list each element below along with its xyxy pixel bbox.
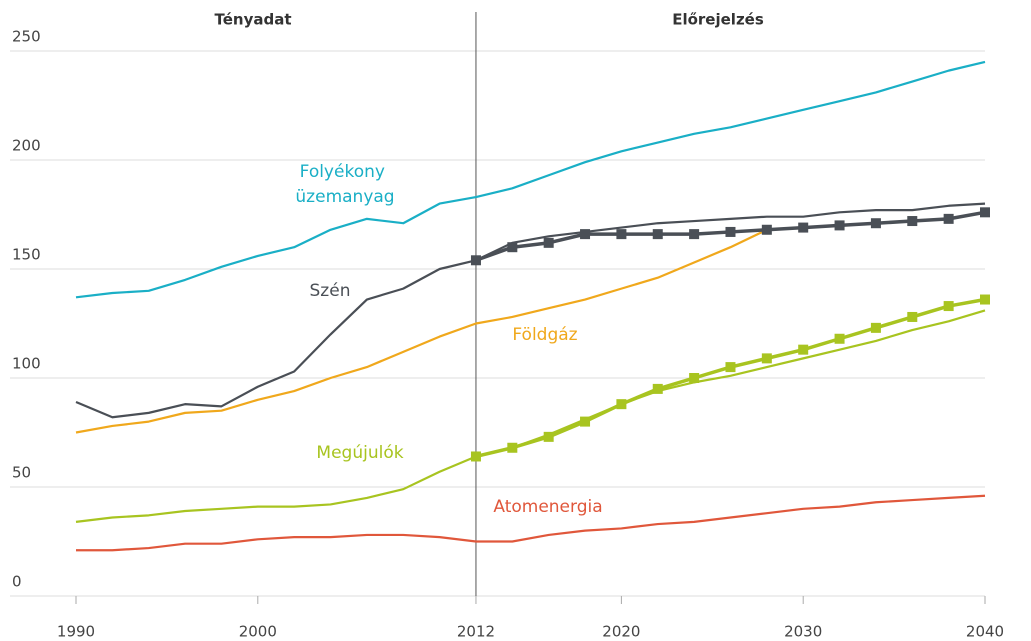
header: Előrejelzés [672,11,764,29]
marker [907,216,918,227]
marker [943,213,954,224]
series-line [76,494,986,552]
marker [943,301,954,312]
x-tick-label: 2000 [239,623,277,641]
marker [689,373,700,383]
marker [580,229,591,240]
x-tick-label: 1990 [57,623,95,641]
y-tick-label: 50 [12,464,31,482]
marker [834,333,845,344]
marker [543,431,554,442]
marker [580,416,591,427]
marker [798,222,809,233]
marker [470,255,481,266]
marker [725,362,736,373]
marker [652,229,663,240]
marker [870,218,881,229]
x-tick-label: 2020 [602,623,640,641]
x-tick-label: 2030 [784,623,822,641]
marker [507,442,518,453]
marker [689,229,700,240]
marker [470,451,481,462]
series-line [75,228,768,434]
series-label: Megújulók [316,443,403,463]
marker [834,220,845,231]
marker [980,294,990,305]
series-label: Szén [310,281,351,301]
y-tick-label: 250 [12,28,41,46]
marker [543,237,554,248]
marker [870,322,881,333]
y-tick-label: 200 [12,137,41,155]
marker [652,383,663,394]
marker [616,229,627,240]
marker [907,311,918,322]
marker [761,353,772,364]
series-label: Folyékony üzemanyag [295,162,394,207]
series-label: Atomenergia [493,497,602,517]
x-tick-label: 2012 [457,623,495,641]
header: Tényadat [214,11,291,29]
y-tick-label: 0 [12,573,22,591]
marker [616,399,627,410]
marker [980,207,990,218]
x-tick-label: 2040 [966,623,1004,641]
series-line [75,60,986,299]
marker [507,242,518,253]
y-tick-label: 150 [12,246,41,264]
marker [725,226,736,237]
marker [798,344,809,355]
series-label: Földgáz [512,325,577,345]
marker [761,224,772,235]
y-tick-label: 100 [12,355,41,373]
series-line [75,202,986,419]
